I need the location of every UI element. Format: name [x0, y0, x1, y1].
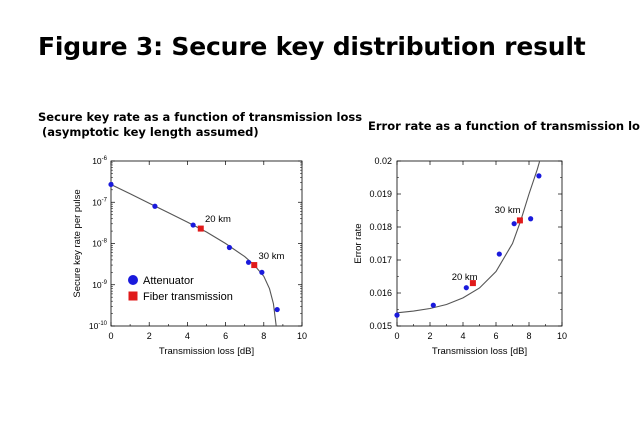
- fit-curve: [396, 160, 541, 314]
- x-tick-label: 6: [223, 331, 228, 341]
- chart-title-line: Secure key rate as a function of transmi…: [38, 110, 363, 124]
- attenuator-point: [152, 203, 158, 209]
- attenuator-point: [430, 302, 436, 308]
- legend-label: Attenuator: [143, 275, 194, 287]
- x-tick-label: 4: [185, 331, 190, 341]
- annotation-label: 20 km: [205, 214, 231, 225]
- chart-title-error-rate: Error rate as a function of transmission…: [368, 119, 640, 133]
- legend-marker-attenuator: [128, 275, 138, 285]
- y-tick-label: 0.017: [369, 255, 392, 265]
- x-tick-label: 2: [427, 331, 432, 341]
- annotation-label: 30 km: [259, 251, 285, 262]
- attenuator-point: [274, 306, 280, 313]
- fiber-point: [469, 280, 476, 287]
- x-tick-label: 10: [557, 331, 567, 341]
- y-tick-label: 10-9: [92, 280, 107, 290]
- x-tick-label: 0: [394, 331, 399, 341]
- attenuator-point: [528, 216, 534, 222]
- fit-curve: [110, 184, 277, 327]
- chart-title-key-rate: Secure key rate as a function of transmi…: [38, 110, 362, 140]
- x-tick-label: 8: [261, 331, 266, 341]
- plot-frame: [110, 160, 303, 327]
- fiber-point: [516, 217, 523, 224]
- y-tick-label: 10-8: [92, 239, 107, 249]
- attenuator-point: [496, 251, 502, 257]
- y-tick-label: 10-10: [89, 321, 108, 331]
- chart-subtitle-line: (asymptotic key length assumed): [38, 125, 259, 139]
- y-axis-label: Error rate: [353, 223, 364, 263]
- y-tick-label: 0.016: [369, 288, 392, 298]
- x-tick-label: 8: [526, 331, 531, 341]
- x-axis-label: Transmission loss [dB]: [159, 346, 254, 357]
- x-tick-label: 6: [493, 331, 498, 341]
- y-axis-label: Secure key rate per pulse: [72, 189, 83, 297]
- y-tick-label: 0.02: [374, 156, 392, 166]
- attenuator-point: [536, 173, 542, 179]
- attenuator-point: [108, 181, 114, 188]
- y-tick-label: 0.015: [369, 321, 392, 331]
- attenuator-point: [511, 221, 517, 227]
- annotation-label: 20 km: [452, 272, 478, 283]
- x-tick-label: 2: [147, 331, 152, 341]
- attenuator-point: [190, 222, 196, 228]
- y-tick-label: 10-6: [92, 156, 107, 166]
- fiber-point: [197, 225, 204, 232]
- attenuator-point: [259, 269, 265, 275]
- legend-label: Fiber transmission: [143, 291, 233, 303]
- y-tick-label: 0.018: [369, 222, 392, 232]
- plot-frame: [396, 160, 563, 327]
- fiber-point: [251, 262, 258, 269]
- x-tick-label: 0: [108, 331, 113, 341]
- x-tick-label: 4: [460, 331, 465, 341]
- attenuator-point: [463, 285, 469, 291]
- attenuator-point: [226, 244, 233, 251]
- attenuator-point: [394, 312, 400, 318]
- x-axis-label: Transmission loss [dB]: [432, 346, 527, 357]
- legend-marker-fiber: [128, 291, 138, 301]
- y-tick-label: 0.019: [369, 189, 392, 199]
- y-tick-label: 10-7: [92, 197, 107, 207]
- page-title: Figure 3: Secure key distribution result: [38, 32, 586, 61]
- attenuator-point: [245, 259, 252, 265]
- annotation-label: 30 km: [495, 205, 521, 216]
- x-tick-label: 10: [297, 331, 307, 341]
